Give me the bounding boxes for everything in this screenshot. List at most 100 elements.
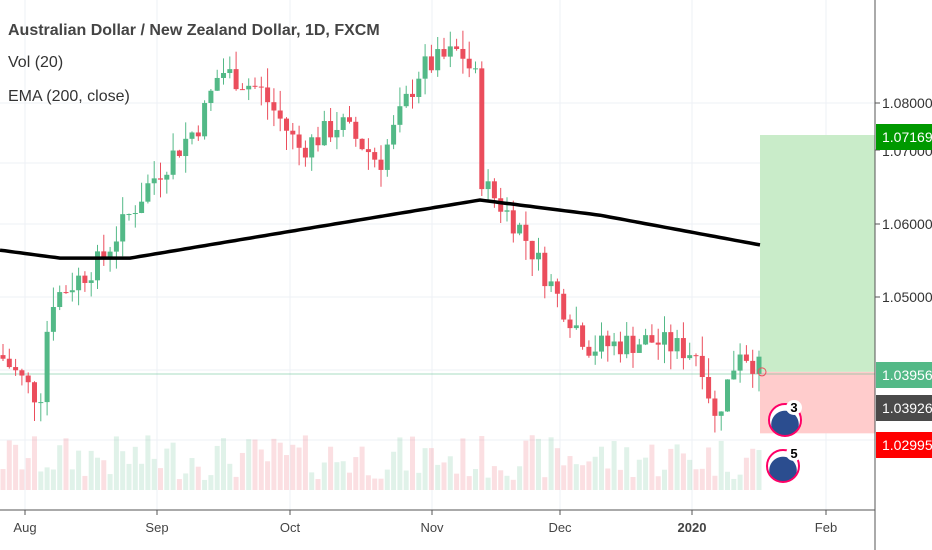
candle-body xyxy=(359,138,365,150)
volume-bar xyxy=(391,451,397,490)
event-count: 5 xyxy=(786,446,802,461)
candle-body xyxy=(221,73,226,78)
volume-bar xyxy=(340,461,346,490)
candle-body xyxy=(605,335,611,347)
entry-price-tag: 1.03926 xyxy=(876,395,932,421)
volume-bar xyxy=(674,444,680,490)
candle-body xyxy=(195,132,201,137)
candle-body xyxy=(88,280,94,283)
volume-bar xyxy=(13,444,19,490)
volume-bar xyxy=(195,466,201,490)
volume-bar xyxy=(95,457,100,490)
volume-bar xyxy=(271,438,277,490)
volume-bar xyxy=(164,448,170,490)
candle-body xyxy=(57,292,63,308)
volume-bar xyxy=(145,435,151,490)
volume-bar xyxy=(460,438,466,490)
volume-bar xyxy=(617,469,623,490)
candle-body xyxy=(132,213,138,215)
volume-bar xyxy=(296,447,302,490)
volume-bar xyxy=(353,457,359,490)
volume-bar xyxy=(397,437,403,490)
volume-bar xyxy=(687,459,693,490)
candle-body xyxy=(120,214,126,242)
candle-body xyxy=(277,110,283,119)
volume-bar xyxy=(693,469,699,490)
volume-bar xyxy=(113,436,119,490)
volume-bar xyxy=(334,462,340,490)
volume-bar xyxy=(309,472,315,490)
volume-bar xyxy=(214,445,220,490)
volume-bar xyxy=(466,476,472,490)
volume-bar xyxy=(561,465,567,490)
volume-bar xyxy=(82,475,88,490)
event-count: 3 xyxy=(786,400,802,415)
candle-body xyxy=(208,90,214,103)
volume-bar xyxy=(126,463,132,490)
volume-bar xyxy=(699,468,705,490)
volume-bar xyxy=(265,461,271,490)
candle-body xyxy=(139,201,145,214)
target-price-tag: 1.07169 xyxy=(876,124,932,150)
time-tick: Aug xyxy=(13,520,37,535)
candle-body xyxy=(567,319,573,329)
time-tick: Sep xyxy=(145,520,169,535)
volume-bar xyxy=(725,471,730,490)
candle-body xyxy=(76,275,82,291)
candle-body xyxy=(454,46,460,49)
candle-body xyxy=(491,181,497,199)
candle-body xyxy=(302,147,308,158)
candle-body xyxy=(246,85,252,90)
candle-body xyxy=(441,49,447,57)
entry-marker xyxy=(757,367,767,377)
volume-bar xyxy=(221,438,226,490)
volume-bar xyxy=(107,474,113,490)
candle-body xyxy=(69,290,75,293)
volume-bar xyxy=(599,446,604,490)
candle-body xyxy=(63,292,69,294)
candle-body xyxy=(630,335,636,353)
candle-body xyxy=(113,241,119,252)
volume-bar xyxy=(573,464,579,490)
candle-body xyxy=(561,293,567,320)
candle-body xyxy=(315,137,321,146)
candle-body xyxy=(580,325,586,347)
volume-bar xyxy=(384,469,390,490)
candle-body xyxy=(233,69,239,90)
candle-body xyxy=(214,77,220,91)
ema-indicator-label[interactable]: EMA (200, close) xyxy=(8,88,130,105)
volume-bar xyxy=(630,476,636,490)
volume-bar xyxy=(504,475,510,490)
volume-bar xyxy=(441,462,447,490)
volume-bar xyxy=(25,458,31,490)
candle-body xyxy=(334,129,340,138)
volume-bar xyxy=(189,458,195,490)
volume-bar xyxy=(517,466,523,490)
candle-body xyxy=(737,354,743,371)
candle-body xyxy=(95,251,100,281)
volume-bar xyxy=(428,448,434,490)
volume-bar xyxy=(554,448,560,490)
symbol-title: Australian Dollar / New Zealand Dollar, … xyxy=(8,22,380,39)
candle-body xyxy=(321,121,327,146)
candle-body xyxy=(586,346,592,356)
volume-bar xyxy=(32,436,37,490)
volume-bar xyxy=(63,438,69,490)
volume-bar xyxy=(548,437,554,490)
candle-body xyxy=(170,150,176,175)
economic-event-flag-icon[interactable] xyxy=(766,449,800,483)
volume-bar xyxy=(680,453,686,490)
volume-bar xyxy=(76,450,82,490)
candle-body xyxy=(290,130,296,135)
volume-indicator-label[interactable]: Vol (20) xyxy=(8,54,64,71)
volume-bar xyxy=(542,477,548,490)
volume-bar xyxy=(359,446,365,490)
volume-bar xyxy=(410,436,415,490)
volume-bar xyxy=(718,440,724,490)
volume-bar xyxy=(246,439,252,490)
volume-bar xyxy=(479,436,485,490)
candle-body xyxy=(391,124,397,145)
candle-body xyxy=(25,375,31,383)
volume-bar xyxy=(151,458,157,490)
